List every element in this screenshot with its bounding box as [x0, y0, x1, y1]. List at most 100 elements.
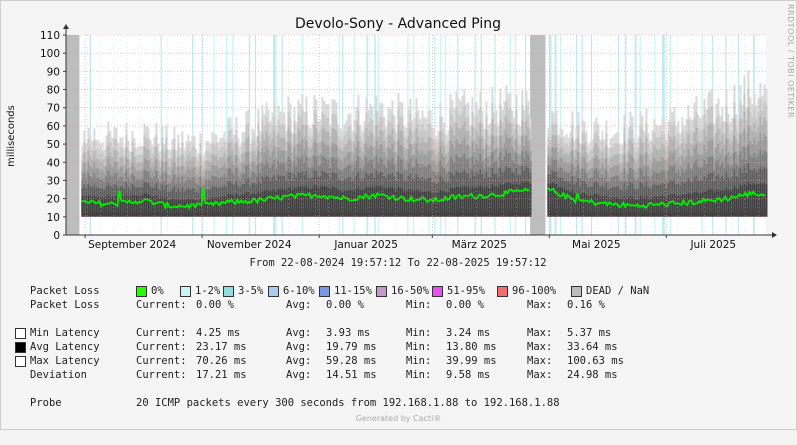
- y-axis-arrow: [63, 24, 69, 29]
- min-label: Min:: [406, 355, 432, 367]
- packet-loss-label: Packet Loss: [30, 285, 100, 297]
- y-tick-label: 100: [40, 48, 60, 60]
- max-label: Max:: [527, 327, 553, 339]
- loss-bucket-swatch: [136, 286, 147, 297]
- stats-label: Deviation: [30, 369, 87, 381]
- loss-bucket-label: 11-15%: [334, 285, 372, 297]
- loss-bucket-label: 6-10%: [283, 285, 315, 297]
- loss-bucket-label: 16-50%: [391, 285, 429, 297]
- min-label: Min:: [406, 341, 432, 353]
- min-value: 39.99 ms: [446, 355, 497, 367]
- x-tick-label: Mai 2025: [572, 239, 620, 251]
- avg-value: 59.28 ms: [326, 355, 377, 367]
- series-swatch: [15, 356, 26, 367]
- current-value: 0.00 %: [196, 299, 234, 311]
- loss-bucket-swatch: [319, 286, 330, 297]
- max-label: Max:: [527, 355, 553, 367]
- loss-bucket-label: DEAD / NaN: [586, 285, 650, 297]
- loss-stripe: [634, 35, 636, 235]
- chart-title: Devolo-Sony - Advanced Ping: [295, 16, 501, 32]
- avg-value: 14.51 ms: [326, 369, 377, 381]
- min-label: Min:: [406, 327, 432, 339]
- max-label: Max:: [527, 299, 553, 311]
- loss-bucket-swatch: [180, 286, 191, 297]
- loss-bucket-swatch: [223, 286, 234, 297]
- x-tick-label: November 2024: [207, 239, 292, 251]
- stats-label: Avg Latency: [30, 341, 100, 353]
- avg-label: Avg:: [286, 327, 312, 339]
- stats-label: Min Latency: [30, 327, 100, 339]
- min-value: 0.00 %: [446, 299, 484, 311]
- footer-text: Generated by Cacti®: [355, 414, 442, 423]
- legend: Packet Loss 0% 1-2% 3-5% 6-10% 11-15% 16-50% 5…: [0, 280, 797, 420]
- avg-latency-line: [81, 186, 766, 211]
- stats-label: Max Latency: [30, 355, 100, 367]
- x-axis-arrow: [772, 232, 777, 238]
- loss-stripe: [225, 35, 228, 235]
- loss-stripe: [89, 35, 92, 235]
- current-label: Current:: [136, 369, 187, 381]
- plot-area: 0 10 20 30 40 50 60 70 80 90 100 110 September 2024 N…: [40, 24, 777, 251]
- y-tick-label: 90: [47, 66, 60, 78]
- current-value: 70.26 ms: [196, 355, 247, 367]
- avg-label: Avg:: [286, 299, 312, 311]
- y-tick-label: 110: [40, 30, 60, 42]
- current-value: 4.25 ms: [196, 327, 241, 339]
- series-swatch: [15, 342, 26, 353]
- loss-bucket-label: 51-95%: [447, 285, 485, 297]
- loss-bucket-swatch: [376, 286, 387, 297]
- probe-label: Probe: [30, 397, 62, 409]
- current-value: 17.21 ms: [196, 369, 247, 381]
- max-value: 100.63 ms: [567, 355, 624, 367]
- loss-stripe: [590, 35, 593, 235]
- probe-text: 20 ICMP packets every 300 seconds from 1…: [136, 397, 560, 409]
- packet-loss-legend-row: Packet Loss 0% 1-2% 3-5% 6-10% 11-15% 16-50% 5…: [0, 285, 649, 299]
- loss-stripe: [248, 35, 251, 235]
- loss-bucket-swatch: [432, 286, 443, 297]
- max-label: Max:: [527, 369, 553, 381]
- avg-label: Avg:: [286, 341, 312, 353]
- avg-label: Avg:: [286, 369, 312, 381]
- avg-value: 0.00 %: [326, 299, 364, 311]
- avg-value: 3.93 ms: [326, 327, 371, 339]
- y-tick-label: 20: [47, 194, 60, 206]
- chart: Devolo-Sony - Advanced Ping milliseconds…: [6, 16, 777, 269]
- current-label: Current:: [136, 299, 187, 311]
- max-value: 5.37 ms: [567, 327, 612, 339]
- loss-bucket-label: 0%: [151, 285, 164, 297]
- y-tick-label: 10: [47, 212, 60, 224]
- y-tick-label: 70: [47, 103, 60, 115]
- min-value: 9.58 ms: [446, 369, 491, 381]
- y-axis-label: milliseconds: [6, 105, 17, 167]
- avg-value: 19.79 ms: [326, 341, 377, 353]
- loss-bucket-swatch: [497, 286, 508, 297]
- loss-stripe: [192, 35, 194, 235]
- y-tick-label: 80: [47, 85, 60, 97]
- max-value: 0.16 %: [567, 299, 605, 311]
- loss-stripe: [625, 35, 627, 235]
- dead-period: [530, 35, 546, 235]
- max-label: Max:: [527, 341, 553, 353]
- min-label: Min:: [406, 369, 432, 381]
- loss-bucket-swatch: [268, 286, 279, 297]
- loss-bucket-label: 1-2%: [195, 285, 221, 297]
- loss-bucket-label: 3-5%: [238, 285, 264, 297]
- x-tick-label: September 2024: [88, 239, 176, 251]
- y-tick-label: 0: [53, 230, 60, 242]
- min-value: 13.80 ms: [446, 341, 497, 353]
- current-label: Current:: [136, 327, 187, 339]
- current-label: Current:: [136, 355, 187, 367]
- y-tick-label: 30: [47, 175, 60, 187]
- loss-bucket-swatch: [571, 286, 582, 297]
- min-value: 3.24 ms: [446, 327, 491, 339]
- max-value: 24.98 ms: [567, 369, 618, 381]
- max-value: 33.64 ms: [567, 341, 618, 353]
- min-label: Min:: [406, 299, 432, 311]
- loss-stripe: [160, 35, 162, 235]
- y-tick-label: 50: [47, 139, 60, 151]
- loss-bucket-label: 96-100%: [512, 285, 557, 297]
- grid: [66, 34, 766, 235]
- loss-stripe: [444, 35, 447, 235]
- stats-label: Packet Loss: [30, 299, 100, 311]
- x-tick-label: Januar 2025: [333, 239, 398, 251]
